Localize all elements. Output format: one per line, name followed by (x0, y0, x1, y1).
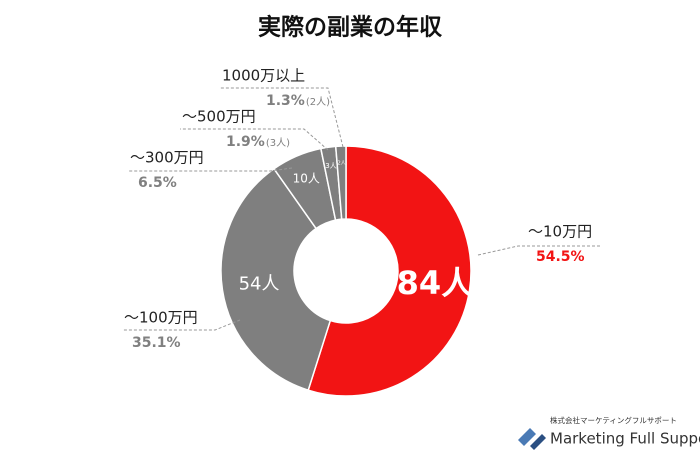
leader-line (220, 87, 344, 148)
leader-line (128, 167, 293, 172)
count-label: 3人 (325, 162, 336, 170)
logo-icon (530, 434, 546, 450)
category-label: ～500万円 (182, 108, 256, 126)
count-label: 2人 (337, 161, 345, 167)
chart-title: 実際の副業の年収 (258, 14, 443, 41)
company-name: 株式会社マーケティングフルサポート (550, 415, 677, 425)
count-note: (2人) (306, 96, 330, 108)
percent-label: 6.5% (138, 175, 177, 191)
slice (220, 167, 332, 392)
slice (307, 145, 472, 397)
leader-line (180, 128, 329, 151)
category-label: ～100万円 (124, 309, 198, 327)
percent-label: 1.9% (226, 134, 265, 150)
percent-label: 1.3% (266, 93, 305, 109)
count-label: 54人 (239, 273, 280, 294)
count-note: (3人) (266, 137, 290, 149)
slice (334, 145, 347, 220)
leader-line (477, 245, 602, 256)
brand-name: Marketing Full Support (550, 430, 700, 448)
leader-line (122, 319, 241, 331)
count-label: 84人 (397, 264, 474, 302)
count-label: 10人 (293, 172, 320, 186)
logo: 株式会社マーケティングフルサポート Marketing Full Support (518, 415, 700, 450)
percent-label: 35.1% (132, 335, 181, 351)
percent-label: 54.5% (536, 249, 585, 265)
logo-icon (518, 428, 536, 446)
category-label: 1000万以上 (222, 67, 305, 85)
category-label: ～10万円 (528, 223, 592, 241)
category-label: ～300万円 (130, 149, 204, 167)
